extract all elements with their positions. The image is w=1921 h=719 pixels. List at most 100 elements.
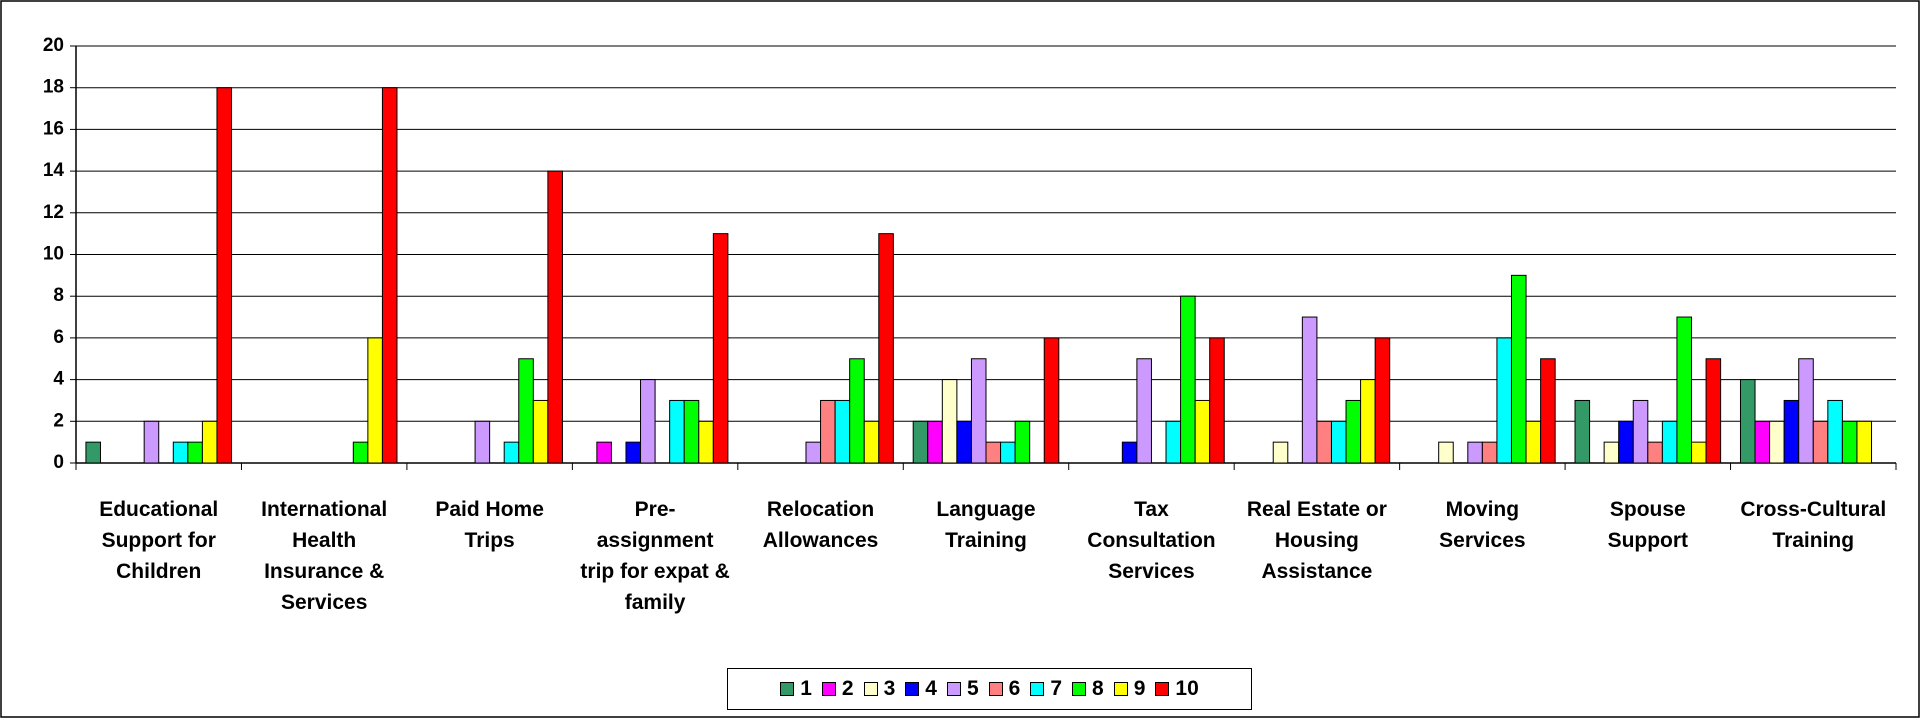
y-tick-label: 16 [43,118,64,139]
x-tick-label: Tax Consultation Services [1087,498,1216,583]
legend-label: 7 [1050,677,1063,700]
bar [1827,399,1843,464]
bar [1345,399,1362,464]
bar [1014,420,1031,464]
legend-swatch [946,682,961,696]
bar [1603,441,1620,464]
legend-swatch [1113,682,1128,696]
y-tick-label: 6 [53,327,64,348]
legend-label: 4 [925,677,937,700]
bar [878,233,894,464]
bar [1180,295,1196,464]
bar [640,379,656,464]
bar [834,399,851,464]
bar [1374,337,1391,464]
bar [1812,420,1829,464]
legend-swatch [988,682,1003,696]
y-tick-label: 12 [43,202,64,223]
legend-item: 5 [946,677,979,701]
bar [1574,399,1591,464]
bar [805,441,822,464]
x-tick-label: Cross-Cultural Training [1740,498,1887,552]
legend-swatch [821,682,836,696]
bar [1690,441,1707,464]
bar [1165,420,1182,464]
bar [1316,420,1332,464]
bar [1209,337,1225,464]
bar [1301,316,1318,464]
legend-item: 2 [821,677,854,701]
legend-item: 10 [1155,677,1199,701]
bar [1043,337,1060,464]
bar [596,441,612,464]
x-tick-label: Language Training [936,498,1036,552]
bar [381,87,398,464]
bar [1739,379,1756,464]
y-tick-label: 2 [53,410,64,431]
bar [712,233,729,464]
legend-label: 1 [800,677,812,700]
bar [1856,420,1873,464]
y-tick-label: 20 [43,35,64,56]
bar [1510,274,1527,464]
y-tick-label: 4 [53,369,64,390]
bar [669,399,685,464]
bar [1540,358,1556,464]
bar [956,420,972,464]
legend-label: 2 [841,677,854,700]
x-tick-label: Spouse Support [1607,498,1689,552]
bar [1330,420,1347,464]
bar [1272,441,1289,464]
legend-swatch [1072,682,1087,696]
bar [1632,399,1649,464]
legend-label: 6 [1008,677,1021,700]
x-tick-label: Moving Services [1439,498,1526,552]
bar [1360,379,1376,464]
bar [352,441,369,464]
bar [941,379,958,464]
legend-item: 9 [1113,677,1146,701]
bar [1676,316,1692,464]
bar [698,420,714,464]
legend-swatch [905,682,920,696]
x-tick-label: International Health Insurance & Service… [261,498,388,614]
bar [927,420,943,464]
bar [1798,358,1814,464]
bar [1194,399,1211,464]
bar [1136,358,1152,464]
bar [863,420,880,464]
bar [1618,420,1634,464]
bar [1661,420,1678,464]
legend-swatch [780,682,795,696]
legend-item: 6 [988,677,1021,701]
bar [1769,420,1785,464]
bar [625,441,642,464]
legend-item: 4 [905,677,937,701]
bar [1841,420,1858,464]
legend-label: 5 [966,677,979,700]
bar [503,441,520,464]
bar [1496,337,1512,464]
x-tick-label: Educational Support for Children [99,498,219,583]
bar [849,358,865,464]
bar [1754,420,1771,464]
bar [547,170,563,464]
y-tick-label: 14 [43,160,65,181]
legend-label: 10 [1175,677,1199,700]
legend-item: 7 [1030,677,1062,701]
bar [912,420,929,464]
legend-swatch [1030,682,1045,696]
bar [1783,399,1800,464]
bar [172,441,189,464]
legend-swatch [863,682,878,696]
bar [187,441,203,464]
bar [532,399,549,464]
bar [683,399,700,464]
x-tick-label: Pre-assignment trip for expat & family [580,498,730,614]
bar [1000,441,1016,464]
legend-label: 9 [1133,677,1146,700]
bar [820,399,836,464]
